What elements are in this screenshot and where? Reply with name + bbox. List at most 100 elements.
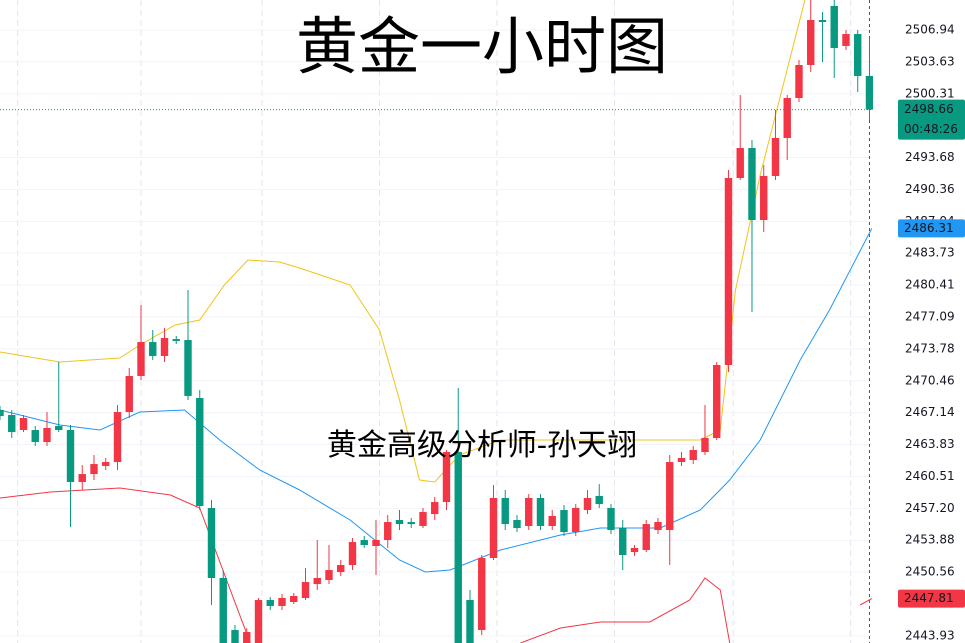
candle-body [513,520,521,528]
last-price-box [898,99,965,140]
candle-body [172,339,180,341]
candle-body [149,342,157,356]
candle-body [290,595,298,603]
candle-body [630,547,639,553]
candle-body [466,600,474,643]
candle-body [724,177,733,366]
candle-body [113,412,122,463]
candle-body [501,497,509,525]
candle-body [372,540,380,546]
y-tick-label: 2443.93 [905,628,955,642]
candle-body [90,464,98,475]
candle-body [854,34,862,76]
candle-body [525,497,533,526]
candle-body [407,522,415,525]
chart-title: 黄金一小时图 [296,10,668,83]
y-tick-label: 2450.56 [905,565,955,579]
candle-body [830,5,838,48]
candle-body [243,632,251,643]
candle-body [736,147,744,178]
y-tick-label: 2453.88 [905,533,955,547]
candle-body [278,597,286,606]
candle-body [395,520,404,525]
candle-body [677,457,686,463]
last-price-label: 2498.66 [904,102,954,116]
candle-body [842,34,850,46]
candle-body [771,137,780,176]
candle-body [865,75,873,110]
y-tick-label: 2503.63 [905,54,955,68]
candle-body [313,577,321,585]
candle-body [254,600,263,643]
candle-body [807,20,815,66]
watermark: 黄金高级分析师-孙天翊 [327,428,637,463]
y-tick-label: 2506.94 [905,23,955,37]
candle-body [266,600,274,606]
bands [0,0,873,643]
y-tick-label: 2473.78 [905,341,955,355]
candle-body [0,410,4,416]
candle-body [442,452,451,503]
candle-body [478,557,486,631]
price-label: 2447.81 [904,591,954,605]
countdown-label: 00:48:26 [904,122,958,136]
y-tick-label: 2480.41 [905,278,955,292]
candle-body [536,497,545,526]
candle-body [489,497,498,558]
y-tick-label: 2470.46 [905,373,955,387]
candle-body [689,450,697,461]
band-line [0,0,806,483]
candle-body [207,507,216,578]
candle-body [55,425,63,431]
candle-body [184,340,192,396]
candle-body [196,397,204,506]
price-label-box [898,219,965,238]
candle-body [818,20,827,23]
candle-body [654,522,662,531]
candle-body [231,630,239,643]
y-tick-label: 2483.73 [905,246,955,260]
price-label-box [898,589,965,608]
candle-body [301,582,310,598]
y-tick-label: 2490.36 [905,182,955,196]
candle-body [102,462,110,466]
candle-body [337,565,345,573]
candle-body [795,65,803,98]
candle-body [454,452,462,643]
candle-body [66,430,75,483]
candle-body [760,175,768,221]
y-tick-label: 2477.09 [905,310,955,324]
candle-body [583,497,592,511]
y-tick-label: 2460.51 [905,469,955,483]
candle-body [137,342,145,376]
candle-body [419,512,427,526]
candle-body [219,577,227,643]
candle-body [348,542,357,566]
candle-body [125,375,133,413]
candle-body [666,462,674,531]
candle-body [572,507,580,533]
candle-body [8,415,16,433]
candle-body [748,147,756,221]
candle-body [78,474,86,483]
candle-body [19,417,28,431]
y-tick-label: 2463.83 [905,437,955,451]
candle-body [31,430,39,443]
y-tick-label: 2500.31 [905,86,955,100]
candle-body [619,527,627,556]
price-axis: 2506.942503.632500.312493.682490.362487.… [898,23,965,642]
candle-body [595,495,603,505]
candle-body [701,437,709,453]
candle-body [325,570,333,581]
candles [0,0,873,643]
band-line [0,228,873,573]
candle-body [360,540,368,546]
candle-body [642,524,650,551]
y-tick-label: 2493.68 [905,150,955,164]
candle-body [713,365,721,438]
candle-body [384,522,392,541]
price-label: 2486.31 [904,221,954,235]
candle-body [607,507,615,531]
